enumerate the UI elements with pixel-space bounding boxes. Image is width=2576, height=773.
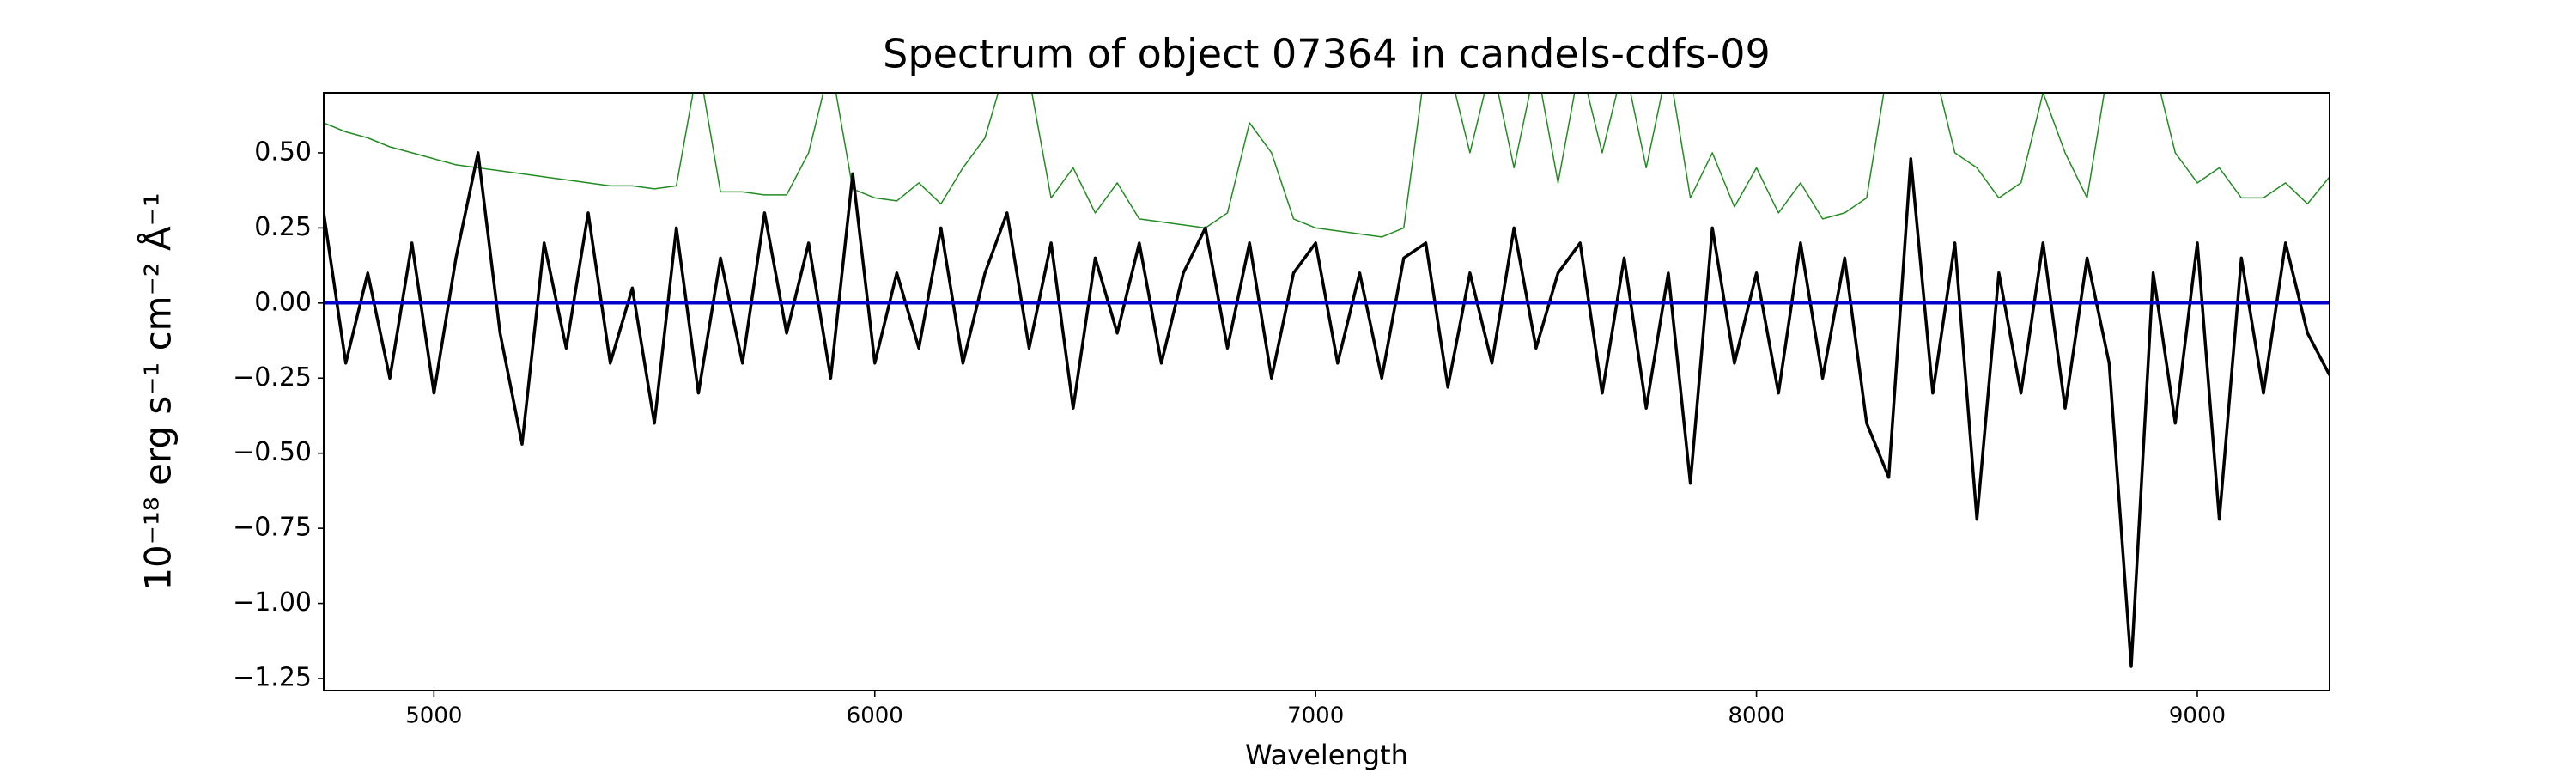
x-axis-label: Wavelength bbox=[1245, 739, 1408, 771]
plot-frame bbox=[323, 92, 2330, 691]
y-tick-label: 0.50 bbox=[254, 137, 312, 167]
y-tick-label: −0.50 bbox=[233, 437, 312, 467]
plot-area bbox=[324, 93, 2330, 668]
x-tick-label: 7000 bbox=[1287, 703, 1344, 729]
y-tick-label: −0.75 bbox=[233, 513, 312, 543]
x-tick-label: 8000 bbox=[1728, 703, 1784, 729]
y-tick-label: 0.00 bbox=[254, 287, 312, 317]
y-tick-label: −1.25 bbox=[233, 663, 312, 693]
y-tick-label: −0.25 bbox=[233, 362, 312, 393]
spectrum-line bbox=[324, 93, 2330, 238]
x-tick-label: 6000 bbox=[847, 703, 903, 729]
x-tick-label: 9000 bbox=[2169, 703, 2226, 729]
y-tick-label: 0.25 bbox=[254, 212, 312, 242]
y-tick-label: −1.00 bbox=[233, 587, 312, 618]
x-tick-label: 5000 bbox=[405, 703, 462, 729]
chart-title: Spectrum of object 07364 in candels-cdfs… bbox=[883, 31, 1771, 77]
y-axis-label: 10⁻¹⁸ erg s⁻¹ cm⁻² Å⁻¹ bbox=[137, 192, 179, 590]
